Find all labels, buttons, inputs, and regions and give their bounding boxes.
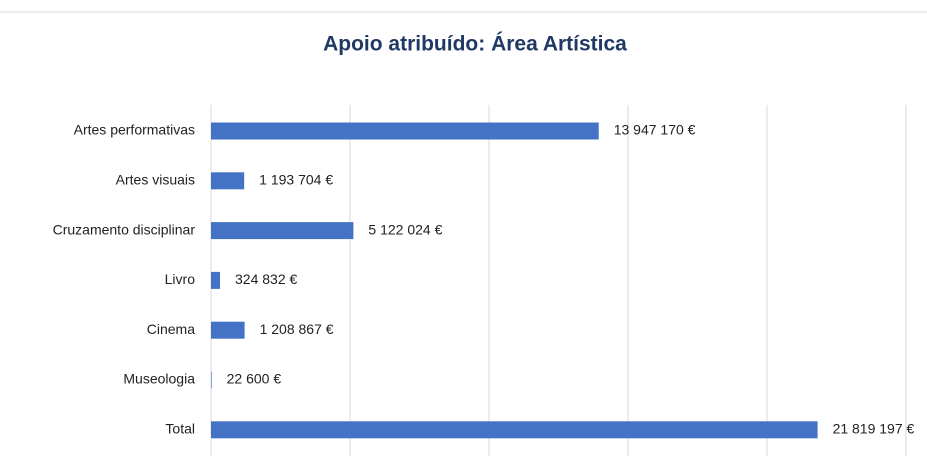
category-label: Cruzamento disciplinar bbox=[53, 221, 196, 237]
category-label: Cinema bbox=[147, 321, 195, 337]
bar bbox=[211, 371, 212, 389]
value-label: 1 208 867 € bbox=[260, 321, 334, 337]
category-label: Livro bbox=[165, 271, 196, 287]
value-label: 22 600 € bbox=[227, 371, 282, 387]
bar bbox=[211, 122, 599, 140]
bar bbox=[211, 222, 354, 240]
chart-title: Apoio atribuído: Área Artística bbox=[323, 33, 627, 56]
value-label: 1 193 704 € bbox=[259, 172, 333, 188]
category-label: Total bbox=[165, 421, 195, 437]
bar bbox=[211, 421, 818, 439]
bar bbox=[211, 321, 245, 339]
bar bbox=[211, 172, 245, 190]
bar bbox=[211, 271, 221, 289]
category-label: Artes visuais bbox=[116, 172, 195, 188]
value-label: 324 832 € bbox=[235, 271, 297, 287]
category-label: Museologia bbox=[123, 371, 195, 387]
value-label: 21 819 197 € bbox=[833, 421, 915, 437]
value-label: 13 947 170 € bbox=[614, 122, 696, 138]
value-label: 5 122 024 € bbox=[368, 221, 442, 237]
category-label: Artes performativas bbox=[74, 122, 195, 138]
